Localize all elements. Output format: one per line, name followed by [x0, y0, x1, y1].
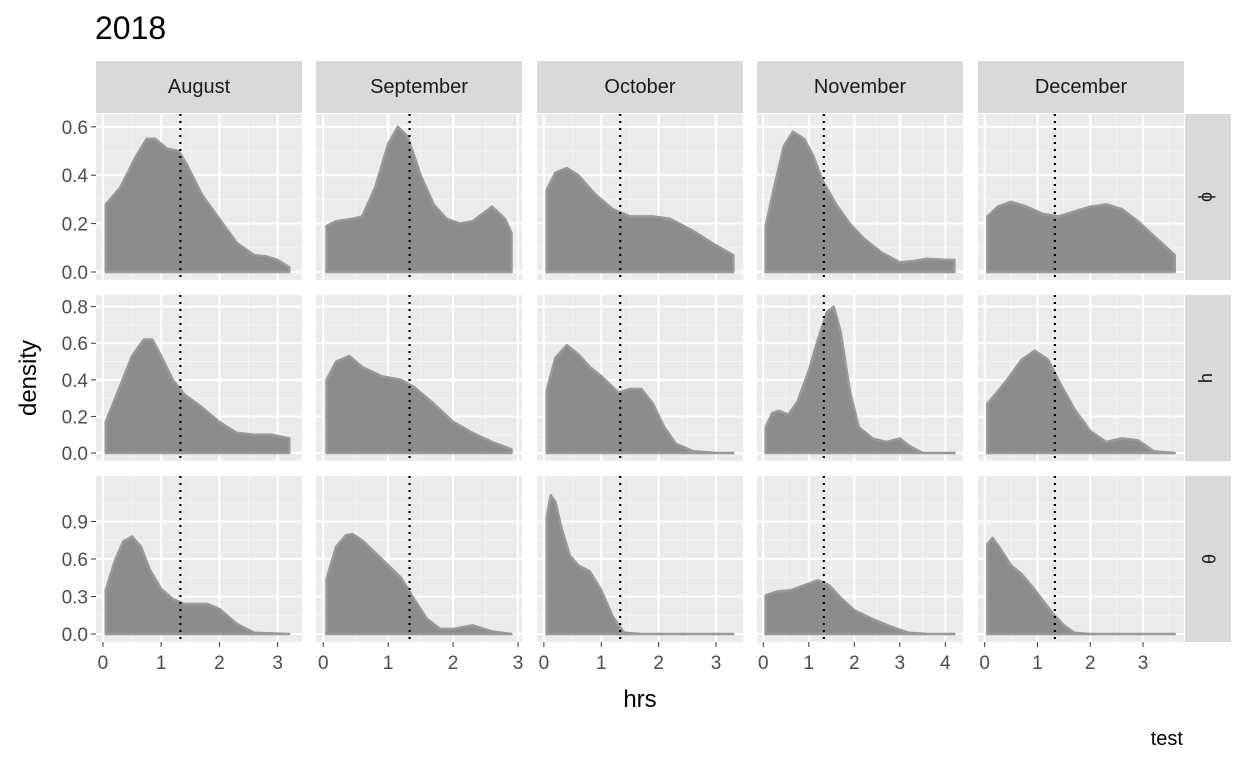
x-axis-label: hrs — [623, 686, 656, 713]
density-area — [104, 535, 291, 636]
x-tick-label: 3 — [711, 653, 722, 674]
column-strip-label: August — [168, 76, 231, 98]
row-strip — [1185, 295, 1231, 461]
y-tick-label: 0.4 — [62, 371, 89, 392]
x-tick-label: 2 — [1085, 653, 1096, 674]
x-tick-label: 1 — [596, 653, 607, 674]
density-area — [986, 536, 1176, 636]
row-strip — [1185, 114, 1231, 280]
density-area — [986, 200, 1176, 274]
density-area — [325, 532, 513, 636]
column-strip — [537, 61, 743, 113]
density-area — [325, 354, 513, 455]
density-area — [325, 125, 513, 274]
density-area — [545, 343, 735, 455]
y-tick-label: 0.0 — [62, 444, 88, 465]
density-area — [986, 349, 1176, 455]
x-tick-label: 3 — [272, 653, 283, 674]
panel-grid: August September October November December ɸ ɥ… — [62, 61, 1231, 674]
x-tick-label: 1 — [1032, 653, 1043, 674]
y-tick-label: 0.6 — [62, 334, 88, 355]
y-tick-label: 0.8 — [62, 298, 88, 319]
column-strip-label: October — [604, 76, 675, 98]
density-area — [764, 579, 956, 636]
x-tick-label: 2 — [214, 653, 225, 674]
column-strip — [978, 61, 1184, 113]
row-strip-label: ɥ — [1198, 373, 1218, 383]
column-strip — [757, 61, 963, 113]
y-tick-label: 0.9 — [62, 513, 88, 534]
x-tick-label: 4 — [940, 653, 951, 674]
x-tick-label: 1 — [156, 653, 167, 674]
chart-title: 2018 — [95, 10, 166, 46]
x-tick-label: 3 — [1138, 653, 1149, 674]
x-tick-label: 0 — [318, 653, 329, 674]
row-strip — [1185, 476, 1231, 642]
y-tick-label: 0.2 — [62, 407, 88, 428]
y-tick-label: 0.6 — [62, 118, 88, 139]
x-tick-label: 3 — [513, 653, 524, 674]
row-strip-label: θ — [1198, 554, 1218, 564]
density-area — [545, 166, 735, 274]
x-tick-label: 1 — [383, 653, 394, 674]
column-strip — [96, 61, 302, 113]
x-tick-label: 0 — [98, 653, 109, 674]
x-tick-label: 2 — [849, 653, 860, 674]
density-area — [104, 338, 291, 455]
column-strip — [316, 61, 522, 113]
x-tick-label: 0 — [539, 653, 550, 674]
density-area — [764, 305, 956, 455]
x-tick-label: 2 — [448, 653, 459, 674]
density-area — [764, 130, 956, 274]
column-strip-label: November — [814, 76, 907, 98]
y-tick-label: 0.2 — [62, 215, 88, 236]
y-tick-label: 0.6 — [62, 550, 88, 571]
density-area — [104, 137, 291, 274]
y-axis-label: density — [15, 340, 42, 416]
column-strip-label: September — [370, 76, 468, 98]
y-tick-label: 0.3 — [62, 588, 88, 609]
x-tick-label: 2 — [653, 653, 664, 674]
x-tick-label: 0 — [979, 653, 990, 674]
caption: test — [1151, 728, 1184, 750]
density-area — [545, 494, 735, 636]
y-tick-label: 0.4 — [62, 166, 89, 187]
x-tick-label: 3 — [895, 653, 906, 674]
row-strip-label: ɸ — [1198, 192, 1218, 202]
y-tick-label: 0.0 — [62, 263, 88, 284]
x-tick-label: 1 — [804, 653, 815, 674]
column-strip-label: December — [1035, 76, 1128, 98]
x-tick-label: 0 — [758, 653, 769, 674]
y-tick-label: 0.0 — [62, 625, 88, 646]
